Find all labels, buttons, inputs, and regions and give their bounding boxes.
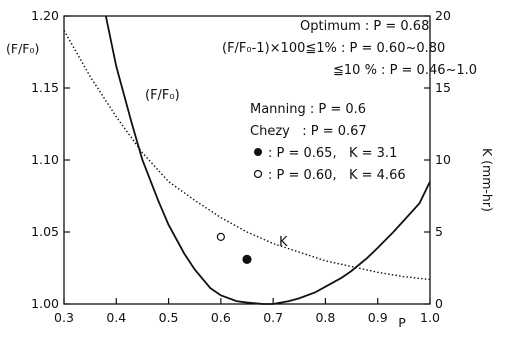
x-axis-ticks: 0.3 0.4 0.5 0.6 0.7 0.8 0.9 1.0 bbox=[54, 298, 440, 325]
x-axis-label: P bbox=[398, 315, 406, 330]
y-left-tick-label: 1.20 bbox=[31, 8, 59, 23]
y-right-tick-label: 20 bbox=[435, 8, 451, 23]
y-right-tick-label: 15 bbox=[435, 80, 451, 95]
y-axis-right-ticks: 0 5 10 15 20 bbox=[424, 8, 451, 311]
legend-open-marker bbox=[253, 169, 263, 179]
annotation-10pct: ≦10 % : P = 0.46~1.0 bbox=[333, 63, 477, 78]
annotation-manning: Manning : P = 0.6 bbox=[250, 102, 366, 117]
y-right-tick-label: 5 bbox=[435, 224, 443, 239]
x-tick-label: 0.8 bbox=[315, 310, 335, 325]
x-tick-label: 0.7 bbox=[263, 310, 283, 325]
annotation-point-open: : P = 0.60, K = 4.66 bbox=[268, 168, 406, 183]
legend-filled-marker bbox=[254, 148, 262, 156]
label-ff0-curve: (F/F₀) bbox=[145, 88, 180, 103]
annotation-point-filled: : P = 0.65, K = 3.1 bbox=[268, 146, 397, 161]
annotation-1pct: (F/F₀-1)×100≦1% : P = 0.60~0.80 bbox=[222, 41, 445, 56]
x-tick-label: 0.6 bbox=[211, 310, 231, 325]
y-right-tick-label: 10 bbox=[435, 152, 451, 167]
y-left-tick-label: 1.10 bbox=[31, 152, 59, 167]
data-point-open bbox=[216, 232, 225, 241]
label-k-curve: K bbox=[279, 235, 288, 250]
annotation-optimum: Optimum : P = 0.68 bbox=[300, 19, 429, 34]
y-left-tick-label: 1.15 bbox=[31, 80, 59, 95]
x-tick-label: 0.9 bbox=[368, 310, 388, 325]
y-left-tick-label: 1.05 bbox=[31, 224, 59, 239]
data-point-filled bbox=[242, 254, 252, 264]
y-axis-left-label: (F/F₀) bbox=[6, 41, 39, 56]
y-left-tick-label: 1.00 bbox=[31, 296, 59, 311]
y-axis-right-label: K (mm-hr) bbox=[480, 148, 495, 212]
x-tick-label: 1.0 bbox=[420, 310, 440, 325]
annotation-chezy: Chezy : P = 0.67 bbox=[250, 124, 367, 139]
x-tick-label: 0.5 bbox=[159, 310, 179, 325]
y-axis-left-ticks: 1.00 1.05 1.10 1.15 1.20 bbox=[31, 8, 70, 311]
data-points bbox=[216, 232, 252, 264]
series-ff0-line bbox=[104, 15, 431, 305]
x-tick-label: 0.3 bbox=[54, 310, 74, 325]
y-right-tick-label: 0 bbox=[435, 296, 443, 311]
series-k-line bbox=[63, 30, 431, 281]
x-tick-label: 0.4 bbox=[106, 310, 126, 325]
